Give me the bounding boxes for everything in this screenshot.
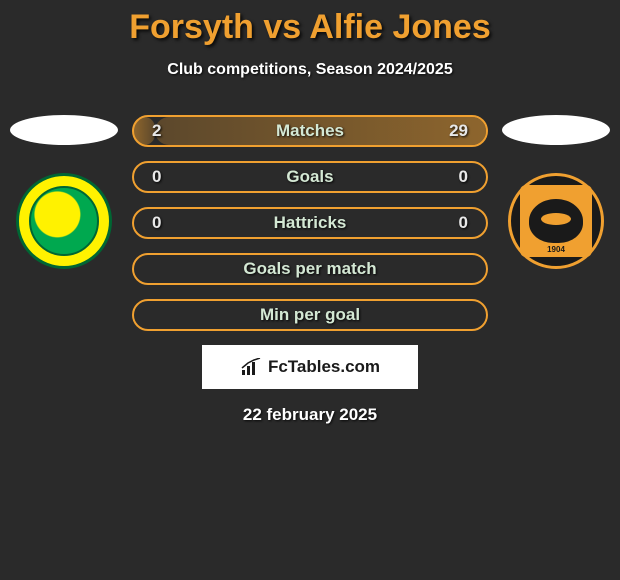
subtitle: Club competitions, Season 2024/2025	[0, 61, 620, 79]
badge-year: 1904	[547, 245, 565, 254]
canary-icon	[29, 186, 99, 256]
player-ellipse-left	[10, 115, 118, 145]
stat-label: Matches	[134, 121, 486, 141]
player-ellipse-right	[502, 115, 610, 145]
comparison-card: Forsyth vs Alfie Jones Club competitions…	[0, 0, 620, 425]
page-title: Forsyth vs Alfie Jones	[0, 8, 620, 47]
stat-row-goals-per-match: Goals per match	[132, 253, 488, 285]
tiger-icon	[529, 199, 583, 243]
stat-pills: 2 Matches 29 0 Goals 0 0 Hattricks 0 Goa…	[124, 115, 496, 331]
stat-row-min-per-goal: Min per goal	[132, 299, 488, 331]
tiger-shield-icon: 1904	[520, 185, 592, 257]
brand-text: FcTables.com	[268, 357, 380, 377]
stat-label: Goals per match	[134, 259, 486, 279]
team-badge-left	[16, 173, 112, 269]
stat-row-goals: 0 Goals 0	[132, 161, 488, 193]
stat-label: Hattricks	[134, 213, 486, 233]
date-label: 22 february 2025	[0, 405, 620, 425]
stat-right-value: 0	[459, 213, 468, 233]
chart-icon	[240, 358, 262, 376]
left-column	[4, 115, 124, 269]
team-badge-right: 1904	[508, 173, 604, 269]
content-row: 2 Matches 29 0 Goals 0 0 Hattricks 0 Goa…	[0, 115, 620, 331]
stat-label: Goals	[134, 167, 486, 187]
stat-right-value: 29	[449, 121, 468, 141]
brand-watermark: FcTables.com	[202, 345, 418, 389]
stat-row-hattricks: 0 Hattricks 0	[132, 207, 488, 239]
stat-label: Min per goal	[134, 305, 486, 325]
stat-row-matches: 2 Matches 29	[132, 115, 488, 147]
right-column: 1904	[496, 115, 616, 269]
stat-right-value: 0	[459, 167, 468, 187]
